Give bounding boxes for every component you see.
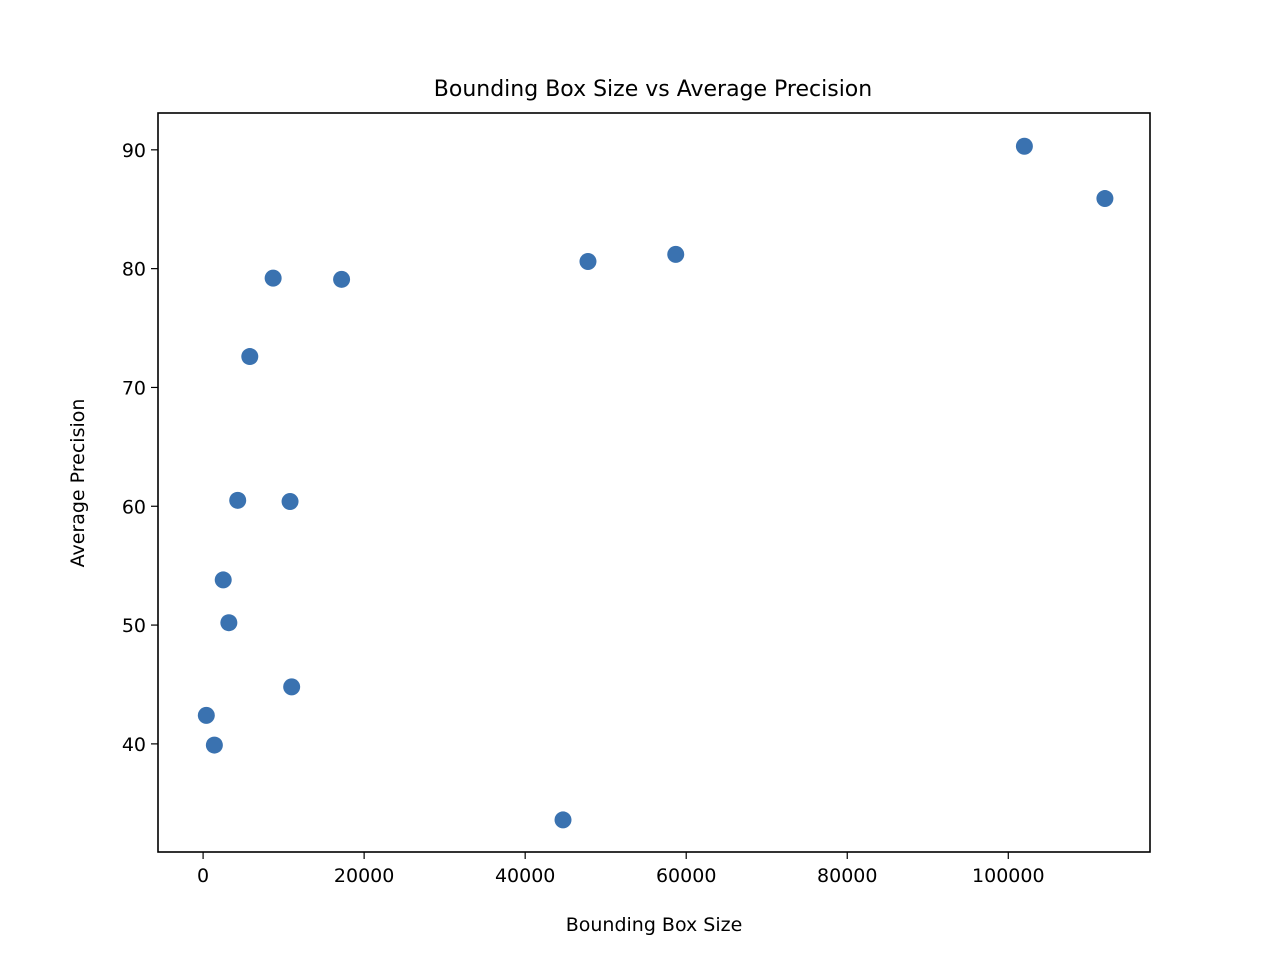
- y-tick-label: 50: [122, 615, 146, 637]
- data-point: [214, 571, 232, 589]
- x-tick-label: 60000: [656, 865, 716, 887]
- y-tick-label: 40: [122, 734, 146, 756]
- data-point: [554, 811, 572, 829]
- data-point: [579, 253, 597, 271]
- data-point: [333, 270, 351, 288]
- plot-area-frame: [157, 112, 1151, 853]
- y-tick-label: 80: [122, 259, 146, 281]
- data-point: [205, 736, 223, 754]
- data-point: [283, 678, 301, 696]
- data-point: [241, 348, 259, 366]
- data-point: [667, 245, 685, 263]
- data-point: [264, 269, 282, 287]
- chart-title: Bounding Box Size vs Average Precision: [434, 77, 872, 102]
- data-point: [197, 706, 215, 724]
- x-tick-label: 100000: [972, 865, 1045, 887]
- data-point: [229, 491, 247, 509]
- x-tick-label: 80000: [817, 865, 877, 887]
- x-tick-label: 0: [197, 865, 209, 887]
- data-point: [220, 614, 238, 632]
- y-tick-label: 60: [122, 496, 146, 518]
- y-axis-label: Average Precision: [67, 399, 89, 568]
- x-tick-label: 40000: [495, 865, 555, 887]
- y-axis-ticks: 40 50 60 70 80 90: [122, 140, 158, 756]
- data-point: [281, 493, 299, 511]
- data-point: [1096, 190, 1114, 208]
- data-points: [197, 137, 1114, 829]
- x-tick-label: 20000: [334, 865, 394, 887]
- y-tick-label: 90: [122, 140, 146, 162]
- x-axis-label: Bounding Box Size: [566, 914, 743, 936]
- data-point: [1015, 137, 1033, 155]
- x-axis-ticks: 0 20000 40000 60000 80000 100000: [197, 852, 1045, 887]
- y-tick-label: 70: [122, 377, 146, 399]
